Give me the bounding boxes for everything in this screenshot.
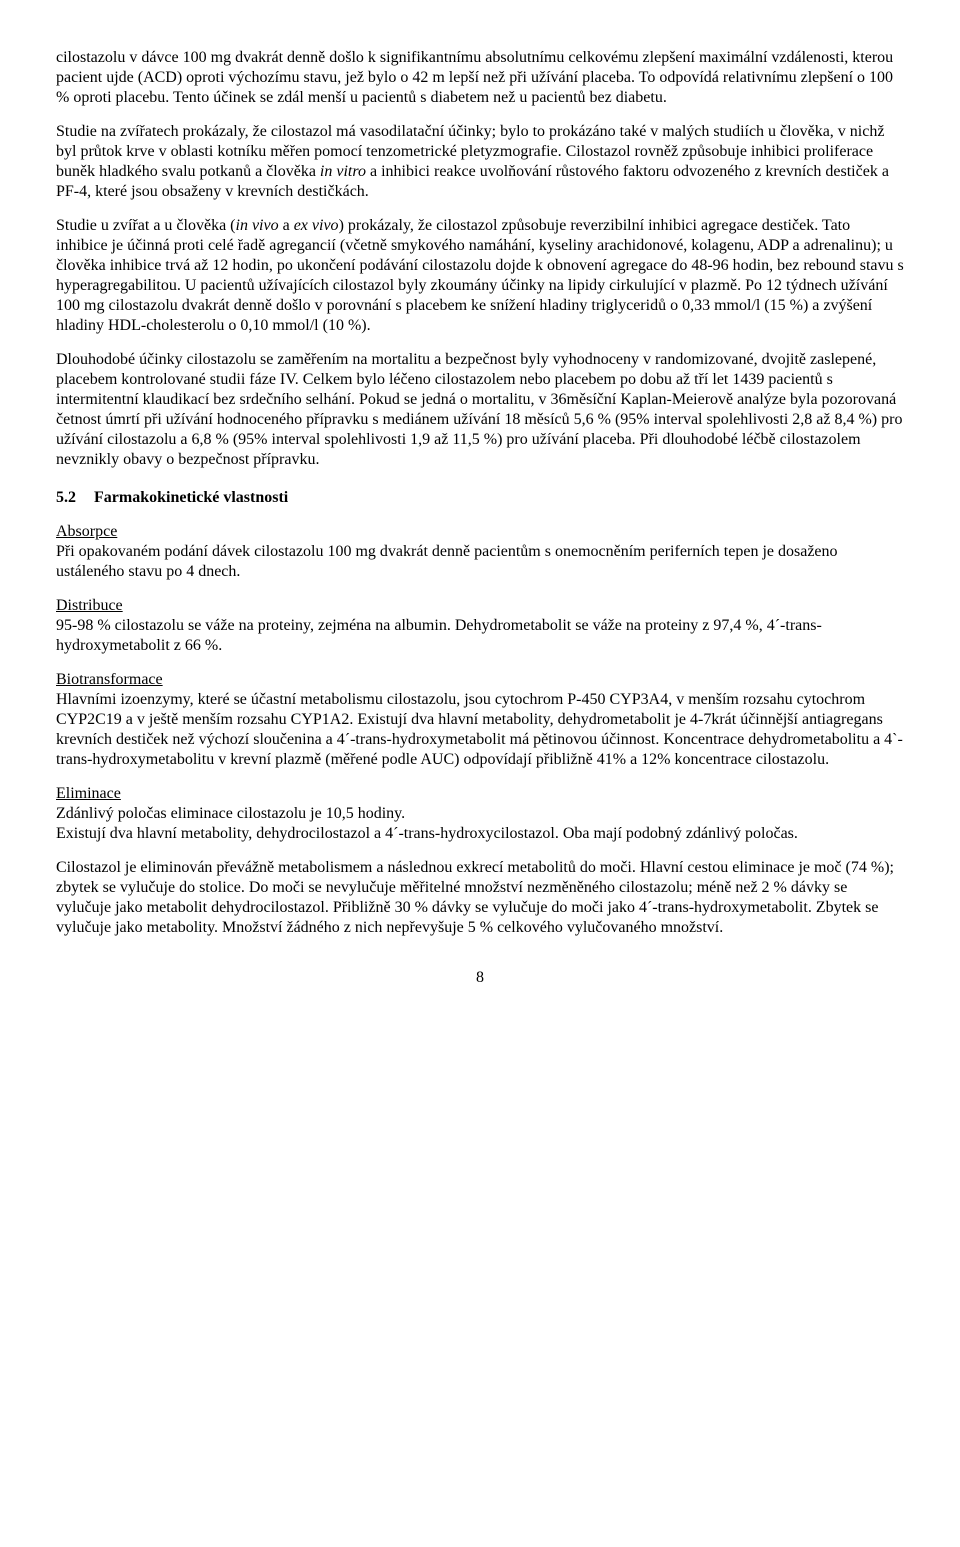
sub-heading-absorpce: Absorpce [56, 522, 904, 542]
body-paragraph: 95-98 % cilostazolu se váže na proteiny,… [56, 616, 904, 656]
page-number: 8 [56, 968, 904, 988]
text-span: Studie u zvířat a u člověka ( [56, 217, 236, 234]
italic-text: in vivo [236, 217, 279, 234]
sub-heading-eliminace: Eliminace [56, 784, 904, 804]
body-paragraph: Hlavními izoenzymy, které se účastní met… [56, 690, 904, 770]
sub-heading-distribuce: Distribuce [56, 596, 904, 616]
section-heading: 5.2Farmakokinetické vlastnosti [56, 488, 904, 508]
body-paragraph: Při opakovaném podání dávek cilostazolu … [56, 542, 904, 582]
italic-text: ex vivo [294, 217, 339, 234]
body-paragraph: Existují dva hlavní metabolity, dehydroc… [56, 824, 904, 844]
section-number: 5.2 [56, 488, 94, 508]
text-span: ) prokázaly, že cilostazol způsobuje rev… [56, 217, 904, 334]
body-paragraph: Zdánlivý poločas eliminace cilostazolu j… [56, 804, 904, 824]
sub-heading-biotransformace: Biotransformace [56, 670, 904, 690]
italic-text: in vitro [320, 163, 366, 180]
body-paragraph: Studie na zvířatech prokázaly, že cilost… [56, 122, 904, 202]
body-paragraph: Dlouhodobé účinky cilostazolu se zaměřen… [56, 350, 904, 470]
section-title: Farmakokinetické vlastnosti [94, 489, 288, 506]
body-paragraph: cilostazolu v dávce 100 mg dvakrát denně… [56, 48, 904, 108]
body-paragraph: Cilostazol je eliminován převážně metabo… [56, 858, 904, 938]
body-paragraph: Studie u zvířat a u člověka (in vivo a e… [56, 216, 904, 336]
text-span: a [279, 217, 294, 234]
